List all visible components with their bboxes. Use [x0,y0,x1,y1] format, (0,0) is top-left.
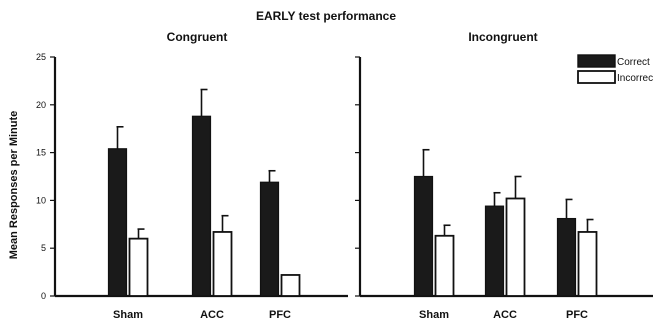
y-tick-label: 20 [36,100,46,110]
incongruent-bar-incorrect [505,197,526,297]
panel-title-incongruent: Incongruent [468,30,537,44]
incongruent-bar-correct [413,175,434,297]
congruent-bar-incorrect [280,274,301,297]
congruent-category-label: PFC [269,309,291,321]
y-tick-label: 10 [36,195,46,205]
y-tick-label: 5 [41,243,46,253]
y-tick-label: 0 [41,291,46,301]
legend-label-incorrect: Incorrect [617,73,653,84]
incongruent-bar-correct [484,205,505,297]
congruent-bar-incorrect [212,231,233,297]
legend-swatch-correct [577,54,616,68]
incongruent-bar-correct [556,217,577,297]
y-tick-label: 25 [36,52,46,62]
legend: Correct Incorrect [577,54,653,84]
congruent-bar-incorrect [128,237,149,297]
panel-title-congruent: Congruent [167,30,228,44]
chart-title: EARLY test performance [256,9,396,23]
incongruent-category-label: PFC [566,309,588,321]
congruent-category-label: Sham [113,309,143,321]
congruent-bar-correct [107,148,128,297]
y-tick-label: 15 [36,148,46,158]
legend-label-correct: Correct [617,57,650,68]
incongruent-bar-incorrect [434,234,455,297]
legend-swatch-incorrect [577,70,616,84]
congruent-category-label: ACC [200,309,224,321]
incongruent-category-label: ACC [493,309,517,321]
y-axis-label: Mean Responses per Minute [8,111,20,260]
congruent-bar-correct [259,181,280,297]
chart-marks: 0 5 10 15 20 25 Sham ACC PFC Sham ACC PFC [36,52,653,321]
incongruent-category-label: Sham [419,309,449,321]
incongruent-bar-incorrect [577,231,598,297]
congruent-bar-correct [191,115,212,297]
